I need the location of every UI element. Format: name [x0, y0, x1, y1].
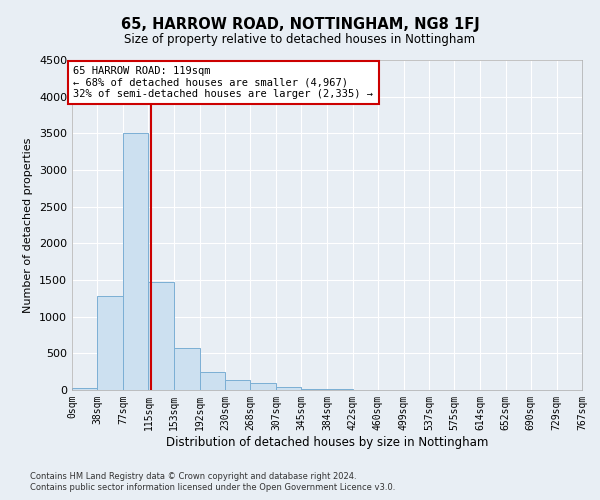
- Text: 65 HARROW ROAD: 119sqm
← 68% of detached houses are smaller (4,967)
32% of semi-: 65 HARROW ROAD: 119sqm ← 68% of detached…: [73, 66, 373, 99]
- Text: Contains HM Land Registry data © Crown copyright and database right 2024.: Contains HM Land Registry data © Crown c…: [30, 472, 356, 481]
- Text: Size of property relative to detached houses in Nottingham: Size of property relative to detached ho…: [124, 32, 476, 46]
- Bar: [174, 348, 200, 390]
- Bar: [250, 384, 276, 390]
- Bar: [72, 388, 97, 390]
- Bar: [200, 372, 225, 390]
- Bar: [301, 389, 328, 390]
- Text: 65, HARROW ROAD, NOTTINGHAM, NG8 1FJ: 65, HARROW ROAD, NOTTINGHAM, NG8 1FJ: [121, 18, 479, 32]
- Bar: [123, 134, 148, 390]
- Bar: [148, 282, 174, 390]
- X-axis label: Distribution of detached houses by size in Nottingham: Distribution of detached houses by size …: [166, 436, 488, 448]
- Bar: [276, 387, 301, 390]
- Bar: [225, 380, 250, 390]
- Bar: [97, 296, 123, 390]
- Y-axis label: Number of detached properties: Number of detached properties: [23, 138, 34, 312]
- Text: Contains public sector information licensed under the Open Government Licence v3: Contains public sector information licen…: [30, 484, 395, 492]
